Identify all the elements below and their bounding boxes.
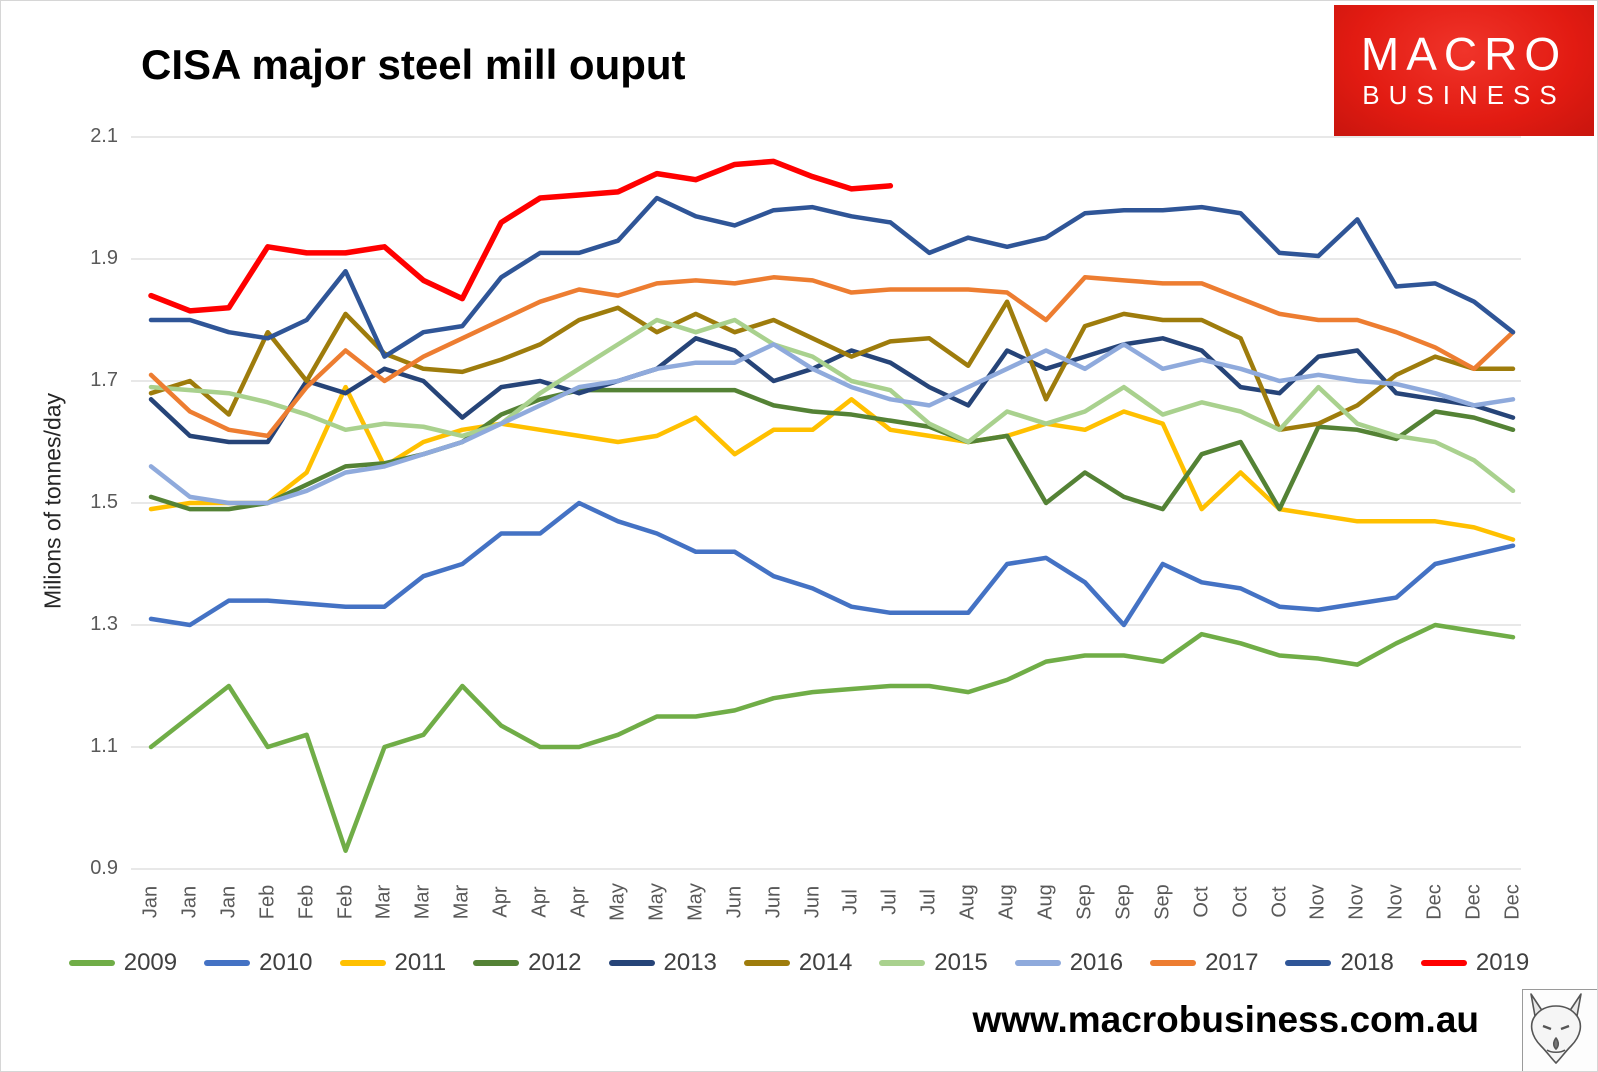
x-tick-label: Oct bbox=[1190, 886, 1213, 918]
logo-text-macro: MACRO bbox=[1360, 27, 1568, 80]
legend-label: 2013 bbox=[663, 949, 717, 976]
legend-swatch-2015 bbox=[879, 960, 926, 966]
x-tick-label: Sep bbox=[1112, 884, 1135, 920]
series-line-2019 bbox=[148, 158, 894, 314]
x-tick-label: Sep bbox=[1151, 884, 1174, 920]
series-line-2018 bbox=[148, 195, 1516, 359]
legend-item-2013: 2013 bbox=[608, 949, 717, 977]
chart-title: CISA major steel mill ouput bbox=[141, 41, 686, 88]
x-tick-label: Apr bbox=[528, 886, 551, 918]
legend-item-2018: 2018 bbox=[1285, 949, 1394, 977]
legend-label: 2016 bbox=[1069, 949, 1124, 976]
series-line-2009 bbox=[148, 622, 1516, 853]
series-line-2015 bbox=[148, 317, 1516, 494]
legend-item-2010: 2010 bbox=[204, 949, 313, 977]
x-tick-label: May bbox=[645, 883, 668, 921]
x-tick-label: Nov bbox=[1384, 884, 1407, 920]
chart-plot bbox=[131, 136, 1521, 870]
logo-text-business: BUSINESS bbox=[1362, 80, 1566, 111]
y-tick-label: 1.7 bbox=[90, 369, 118, 391]
legend-label: 2019 bbox=[1475, 949, 1530, 976]
x-tick-label: Jun bbox=[723, 885, 746, 919]
x-tick-label: Jan bbox=[178, 885, 201, 919]
x-tick-label: Apr bbox=[489, 886, 512, 918]
x-tick-label: Mar bbox=[411, 884, 434, 920]
series-line-2017 bbox=[148, 275, 1516, 439]
series-line-2010 bbox=[148, 500, 1516, 628]
chart-legend: 2009 2010 2011 2012 2013 2014 2015 2016 2017 2018… bbox=[1, 945, 1597, 981]
x-tick-label: Nov bbox=[1306, 884, 1329, 920]
legend-label: 2017 bbox=[1205, 949, 1259, 976]
legend-item-2015: 2015 bbox=[879, 949, 988, 977]
x-tick-label: Feb bbox=[334, 884, 357, 920]
legend-label: 2009 bbox=[123, 949, 178, 976]
legend-swatch-2018 bbox=[1285, 960, 1332, 966]
x-tick-label: Jul bbox=[839, 889, 862, 915]
x-tick-label: Jun bbox=[762, 885, 785, 919]
legend-item-2016: 2016 bbox=[1014, 949, 1124, 977]
x-tick-label: Sep bbox=[1073, 884, 1096, 920]
x-tick-label: Jun bbox=[801, 885, 824, 919]
x-tick-label: Jul bbox=[878, 889, 901, 915]
legend-swatch-2017 bbox=[1150, 960, 1197, 966]
x-tick-label: Feb bbox=[295, 884, 318, 920]
x-tick-label: Oct bbox=[1268, 886, 1290, 918]
y-tick-label: 2.1 bbox=[90, 125, 118, 147]
x-tick-label: Dec bbox=[1501, 884, 1524, 920]
x-tick-label: Aug bbox=[995, 884, 1018, 920]
legend-item-2011: 2011 bbox=[339, 949, 447, 977]
x-tick-label: Dec bbox=[1462, 884, 1485, 920]
fox-logo-box bbox=[1522, 989, 1597, 1071]
legend-label: 2015 bbox=[934, 949, 988, 976]
x-tick-label: Oct bbox=[1229, 886, 1252, 918]
legend-item-2009: 2009 bbox=[68, 949, 178, 977]
x-tick-label: Feb bbox=[256, 884, 279, 920]
legend-item-2014: 2014 bbox=[743, 949, 853, 977]
x-tick-label: Apr bbox=[567, 886, 590, 918]
legend-swatch-2009 bbox=[68, 960, 115, 966]
x-tick-label: Mar bbox=[372, 884, 395, 920]
x-tick-label: May bbox=[606, 883, 629, 921]
x-tick-label: May bbox=[684, 883, 707, 921]
series-line-2012 bbox=[148, 387, 1516, 512]
legend-label: 2012 bbox=[528, 949, 582, 976]
series-line-2011 bbox=[148, 384, 1516, 542]
legend-swatch-2019 bbox=[1420, 960, 1467, 966]
x-tick-label: Aug bbox=[956, 884, 979, 920]
y-tick-label: 1.3 bbox=[90, 613, 118, 635]
x-tick-label: Mar bbox=[450, 884, 473, 920]
y-tick-label: 1.1 bbox=[90, 735, 118, 757]
legend-swatch-2011 bbox=[339, 960, 386, 966]
legend-swatch-2014 bbox=[743, 960, 790, 966]
y-tick-label: 0.9 bbox=[90, 857, 118, 879]
legend-swatch-2016 bbox=[1014, 960, 1061, 966]
legend-label: 2018 bbox=[1340, 949, 1394, 976]
legend-swatch-2010 bbox=[204, 960, 251, 966]
legend-item-2019: 2019 bbox=[1420, 949, 1530, 977]
footer-url: www.macrobusiness.com.au bbox=[972, 999, 1479, 1040]
series-line-2013 bbox=[148, 336, 1516, 445]
x-tick-label: Jan bbox=[139, 885, 162, 919]
x-tick-label: Nov bbox=[1345, 884, 1368, 920]
macrobusiness-logo: MACRO BUSINESS bbox=[1334, 5, 1594, 136]
legend-label: 2010 bbox=[259, 949, 313, 976]
legend-swatch-2012 bbox=[473, 960, 520, 966]
series-line-2016 bbox=[148, 342, 1516, 506]
legend-item-2017: 2017 bbox=[1150, 949, 1258, 977]
y-tick-label: 1.5 bbox=[90, 491, 118, 513]
legend-label: 2011 bbox=[394, 949, 447, 976]
x-tick-label: Jul bbox=[917, 889, 940, 915]
legend-item-2012: 2012 bbox=[473, 949, 582, 977]
legend-swatch-2013 bbox=[608, 960, 655, 966]
x-tick-label: Jan bbox=[217, 885, 240, 919]
y-tick-label: 1.9 bbox=[90, 247, 118, 269]
x-tick-label: Aug bbox=[1034, 884, 1057, 920]
legend-label: 2014 bbox=[798, 949, 853, 976]
fox-icon bbox=[1530, 993, 1582, 1064]
x-tick-label: Dec bbox=[1423, 884, 1446, 920]
